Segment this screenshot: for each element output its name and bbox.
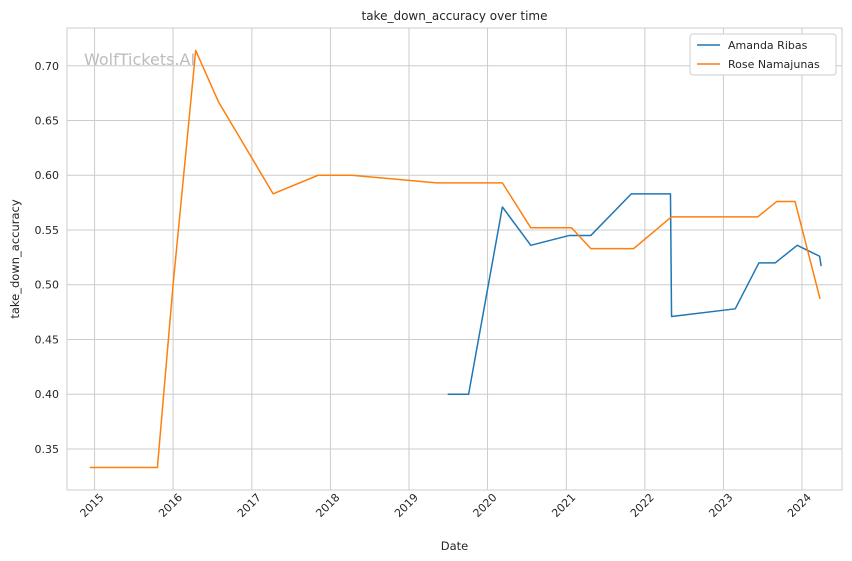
series-line-rose-namajunas (89, 49, 821, 469)
y-tick-labels: 0.35 0.40 0.45 0.50 0.55 0.60 0.65 0.70 (35, 60, 60, 456)
legend-box (689, 33, 837, 76)
y-tick-label: 0.45 (35, 333, 60, 346)
chart-title: take_down_accuracy over time (362, 9, 548, 23)
y-tick-label: 0.70 (35, 60, 60, 73)
y-tick-label: 0.35 (35, 443, 60, 456)
grid (67, 28, 842, 490)
plot-frame (66, 27, 843, 491)
legend-label-rose-namajunas: Rose Namajunas (728, 58, 820, 71)
y-axis-label: take_down_accuracy (8, 199, 22, 318)
x-axis-label: Date (441, 539, 469, 553)
y-tick-label: 0.60 (35, 169, 60, 182)
series-line-amanda-ribas (447, 193, 822, 395)
legend: Amanda Ribas Rose Namajunas (689, 33, 837, 76)
y-tick-label: 0.50 (35, 279, 60, 292)
watermark: WolfTickets.AI (84, 50, 195, 69)
y-tick-label: 0.65 (35, 115, 60, 128)
y-tick-label: 0.55 (35, 224, 60, 237)
y-tick-label: 0.40 (35, 388, 60, 401)
series-layer (89, 49, 822, 469)
legend-label-amanda-ribas: Amanda Ribas (728, 39, 808, 52)
